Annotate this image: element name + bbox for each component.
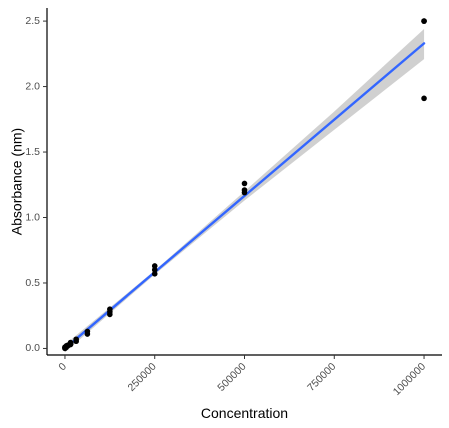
y-tick-label: 2.5 [25, 15, 40, 27]
x-tick-label: 750000 [305, 360, 338, 393]
data-point [421, 95, 427, 102]
y-tick-label: 2.0 [25, 80, 40, 92]
fit-line [63, 42, 426, 350]
data-point [241, 180, 248, 187]
fit-line-layer [63, 42, 426, 350]
y-tick-label: 1.5 [25, 146, 40, 158]
data-point [67, 339, 74, 346]
x-tick-label: 1000000 [391, 360, 429, 398]
data-point [107, 306, 113, 312]
y-axis-title: Absorbance (nm) [9, 128, 25, 235]
data-points-layer [62, 18, 427, 352]
y-ticks: 0.0 0.5 1.0 1.5 2.0 2.5 [25, 15, 47, 354]
x-tick-label: 250000 [126, 360, 159, 393]
x-axis-title: Concentration [201, 405, 288, 421]
data-point [151, 267, 158, 273]
x-tick-label: 0 [56, 360, 69, 373]
y-tick-label: 1.0 [25, 211, 40, 223]
data-point [151, 263, 158, 269]
y-tick-label: 0.5 [25, 277, 40, 289]
data-point [241, 187, 248, 193]
x-tick-label: 500000 [215, 360, 248, 393]
y-tick-label: 0.0 [25, 342, 40, 354]
data-point [151, 271, 158, 277]
data-point [84, 328, 91, 335]
x-ticks: 0 250000 500000 750000 1000000 [56, 355, 428, 398]
data-point [73, 336, 79, 343]
data-point [421, 18, 427, 24]
